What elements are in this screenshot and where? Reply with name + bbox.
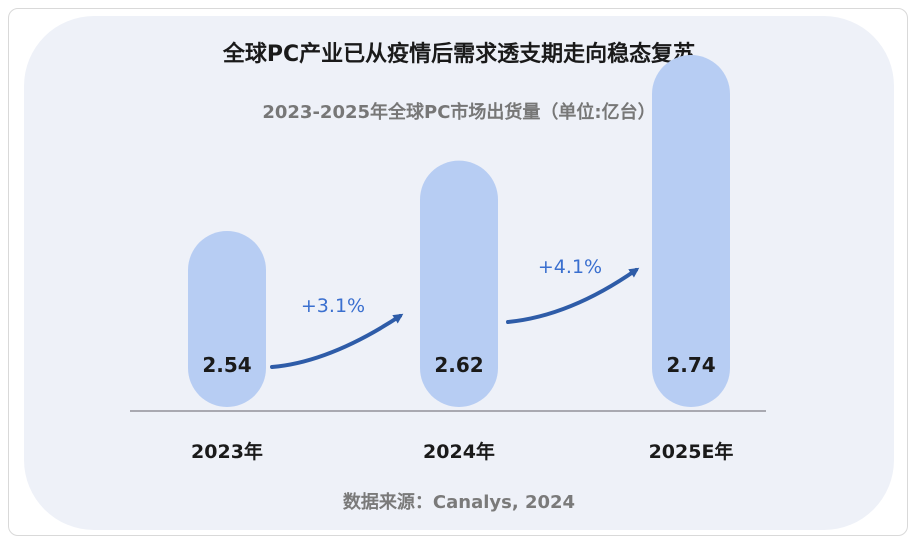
source-note: 数据来源：Canalys, 2024 bbox=[342, 492, 576, 513]
chart-title: 全球PC产业已从疫情后需求透支期走向稳态复苏 bbox=[222, 42, 696, 67]
growth-rate-label-1: +3.1% bbox=[301, 295, 365, 317]
bar-1 bbox=[188, 231, 266, 407]
x-tick-label-3: 2025E年 bbox=[649, 440, 734, 463]
x-tick-label-2: 2024年 bbox=[423, 440, 495, 463]
labels-layer: 2.54 2023年 2.62 2024年 2.74 2025E年 +3.1% +4.1% bbox=[191, 256, 733, 463]
bar-3 bbox=[652, 55, 730, 407]
bars-layer bbox=[188, 55, 730, 407]
bar-2 bbox=[420, 160, 498, 407]
bar-value-label-3: 2.74 bbox=[666, 353, 715, 377]
growth-arrow-1 bbox=[270, 313, 404, 369]
growth-arrows-layer bbox=[270, 267, 640, 369]
bar-value-label-1: 2.54 bbox=[202, 353, 251, 377]
chart-subtitle: 2023-2025年全球PC市场出货量（单位:亿台） bbox=[262, 102, 656, 123]
x-tick-label-1: 2023年 bbox=[191, 440, 263, 463]
growth-rate-label-2: +4.1% bbox=[538, 256, 602, 278]
growth-arrow-2 bbox=[506, 267, 640, 324]
bar-value-label-2: 2.62 bbox=[434, 353, 483, 377]
